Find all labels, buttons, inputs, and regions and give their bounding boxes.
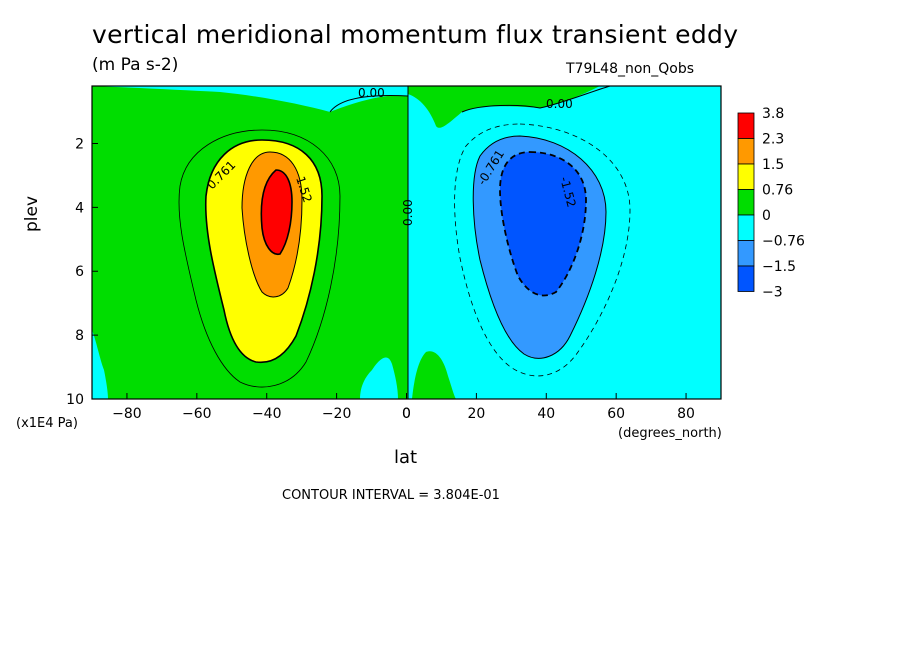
colorbar-swatch bbox=[737, 214, 755, 241]
fill-top-left-cyan bbox=[92, 86, 408, 112]
x-tick-label: −60 bbox=[182, 406, 212, 422]
colorbar-label: 0.76 bbox=[762, 183, 793, 199]
x-tick-label: −40 bbox=[252, 406, 282, 422]
fill-positive-3.8 bbox=[260, 169, 293, 255]
contour-zero-top bbox=[329, 86, 611, 113]
contour-label-zero-equator: 0.00 bbox=[401, 199, 415, 226]
colorbar: 3.8 2.3 1.5 0.76 0 −0.76 −1.5 −3 bbox=[737, 106, 805, 301]
colorbar-swatch bbox=[737, 138, 755, 165]
colorbar-label: 0 bbox=[762, 208, 771, 224]
fill-left-edge-cyan bbox=[92, 330, 108, 399]
colorbar-swatch bbox=[737, 240, 755, 267]
colorbar-label: 3.8 bbox=[762, 106, 784, 122]
x-axis-unit: (degrees_north) bbox=[618, 426, 722, 441]
x-tick-label: −20 bbox=[322, 406, 352, 422]
y-tick-label: 4 bbox=[75, 200, 84, 216]
x-axis-label: lat bbox=[394, 447, 418, 468]
dataset-label: T79L48_non_Qobs bbox=[566, 61, 695, 77]
fill-bottom-cyan-pocket bbox=[360, 357, 398, 399]
y-tick-label: 6 bbox=[75, 264, 84, 280]
x-tick-label: 20 bbox=[467, 406, 485, 422]
colorbar-label: −1.5 bbox=[762, 259, 796, 275]
contour-interval-note: CONTOUR INTERVAL = 3.804E-01 bbox=[282, 488, 500, 503]
contour-fills bbox=[92, 86, 721, 399]
x-tick-label: 80 bbox=[677, 406, 695, 422]
x-axis: −80 −60 −40 −20 0 20 40 60 800 bbox=[112, 393, 695, 422]
y-axis-unit: (x1E4 Pa) bbox=[16, 416, 78, 431]
x-tick-label: −80 bbox=[112, 406, 142, 422]
fill-top-right-green bbox=[408, 86, 600, 128]
contour-positive-outer bbox=[178, 129, 341, 388]
colorbar-label: 2.3 bbox=[762, 132, 784, 148]
fill-bottom-green-pocket bbox=[412, 351, 456, 399]
colorbar-label: −0.76 bbox=[762, 234, 805, 250]
chart-title: vertical meridional momentum flux transi… bbox=[92, 20, 739, 49]
contour-label-zero-top-right: 0.00 bbox=[546, 97, 573, 111]
x-tick-label: 40 bbox=[537, 406, 555, 422]
x-tick-label: 0 bbox=[402, 406, 411, 422]
y-tick-label: 8 bbox=[75, 328, 84, 344]
contour-label-zero-top-left: 0.00 bbox=[358, 86, 385, 100]
fill-negative-3 bbox=[499, 151, 587, 297]
x-tick-label: 0 bbox=[402, 406, 411, 422]
colorbar-label: 1.5 bbox=[762, 157, 784, 173]
y-tick-label: 10 bbox=[66, 392, 84, 408]
x-tick-label: 60 bbox=[607, 406, 625, 422]
y-tick-label: 2 bbox=[75, 136, 84, 152]
colorbar-swatch bbox=[737, 112, 755, 139]
colorbar-swatch bbox=[737, 163, 755, 190]
chart-units: (m Pa s-2) bbox=[92, 55, 179, 75]
colorbar-swatch bbox=[737, 265, 755, 292]
colorbar-swatch bbox=[737, 189, 755, 216]
contour-negative-outer bbox=[454, 123, 631, 377]
y-axis: 2 4 6 8 10 bbox=[66, 136, 98, 408]
colorbar-label: −3 bbox=[762, 285, 783, 301]
